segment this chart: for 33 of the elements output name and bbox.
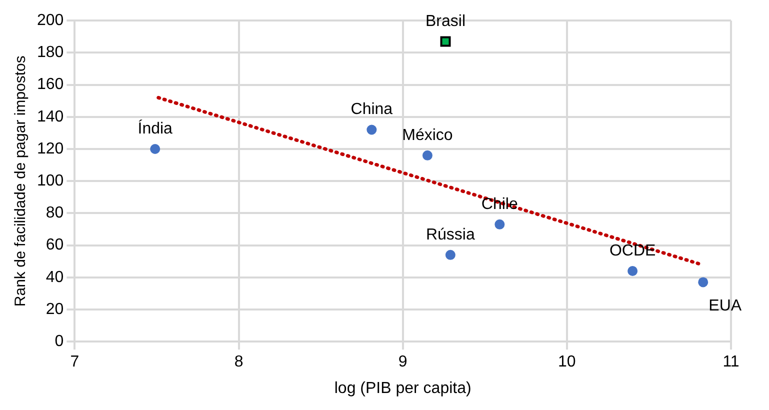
y-tick-label: 40 <box>46 268 64 286</box>
annotation: Rússia <box>426 226 475 244</box>
y-tick-label: 140 <box>36 108 64 126</box>
y-tick-label: 160 <box>36 76 64 94</box>
annotation: China <box>350 101 393 118</box>
x-tick-label: 7 <box>70 354 80 371</box>
point <box>494 219 505 230</box>
y-tick-label: 0 <box>54 333 64 350</box>
y-tick-label: 200 <box>36 12 64 30</box>
y-tick-label: 80 <box>46 204 64 222</box>
point <box>698 277 708 288</box>
y-tick-label: 180 <box>36 44 64 62</box>
x-tick-label: 9 <box>398 354 408 371</box>
x-tick-label: 8 <box>234 354 244 371</box>
point <box>422 150 432 160</box>
x-tick-label: 11 <box>722 354 740 371</box>
y-tick-label: 120 <box>36 140 64 158</box>
annotation: OCDE <box>609 242 656 260</box>
point <box>366 124 377 135</box>
y-tick-label: 100 <box>36 172 64 190</box>
y-tick-label: 20 <box>46 300 64 318</box>
annotation: Índia <box>138 119 173 138</box>
annotation: EUA <box>708 298 742 315</box>
y-tick-label: 60 <box>46 236 64 254</box>
annotation: Brasil <box>426 12 466 30</box>
x-tick-label: 10 <box>558 354 576 371</box>
x-axis-title: log (PIB per capita) <box>334 380 472 397</box>
point <box>150 144 160 154</box>
y-axis-title: Rank de facilidade de pagar impostos <box>12 56 30 307</box>
point <box>628 266 638 276</box>
annotation: México <box>402 126 453 144</box>
point <box>440 36 451 47</box>
point <box>445 250 456 260</box>
